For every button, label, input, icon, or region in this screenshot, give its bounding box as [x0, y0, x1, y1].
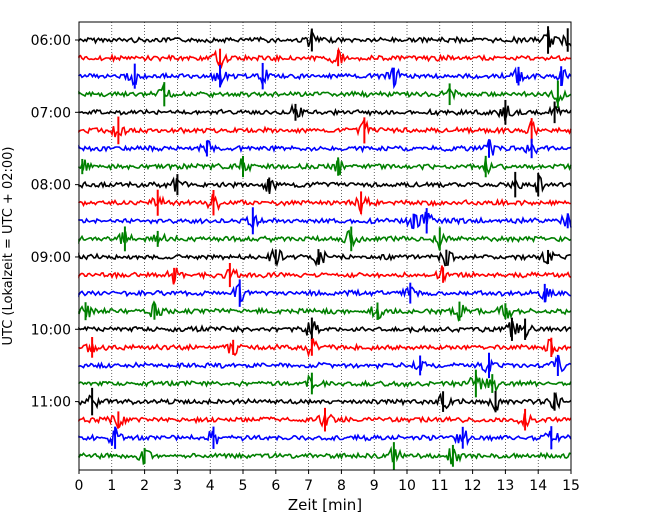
- x-tick-label: 6: [271, 478, 280, 494]
- trace-line: [78, 247, 572, 268]
- trace-line: [78, 117, 572, 138]
- trace-row: [78, 407, 572, 432]
- x-tick-label: 7: [304, 478, 313, 494]
- trace-line: [78, 445, 572, 465]
- x-tick-label: 3: [173, 478, 182, 494]
- trace-line: [78, 281, 572, 303]
- plot-frame: [78, 21, 572, 471]
- x-tick-label: 15: [562, 478, 580, 494]
- y-tick-label: 09:00: [31, 250, 71, 266]
- trace-line: [78, 28, 572, 48]
- trace-line: [78, 338, 572, 358]
- x-tick-label: 13: [496, 478, 514, 494]
- trace-row: [78, 442, 572, 470]
- trace-line: [78, 321, 572, 340]
- x-tick-label: 4: [206, 478, 215, 494]
- trace-line: [78, 391, 572, 412]
- trace-row: [78, 155, 572, 178]
- trace-row: [78, 300, 572, 322]
- trace-row: [78, 171, 572, 198]
- trace-row: [78, 99, 572, 125]
- trace-row: [78, 189, 571, 216]
- trace-row: [78, 317, 572, 341]
- trace-row: [78, 207, 572, 235]
- trace-row: [78, 116, 572, 145]
- trace-row: [78, 138, 572, 159]
- x-tick-label: 0: [75, 478, 84, 494]
- trace-line: [78, 139, 572, 156]
- trace-row: [78, 62, 572, 90]
- trace-line: [78, 66, 572, 90]
- x-tick-label: 8: [337, 478, 346, 494]
- trace-row: [78, 369, 572, 398]
- trace-rows: [78, 26, 572, 470]
- trace-row: [78, 279, 572, 307]
- x-tick-label: 1: [107, 478, 116, 494]
- y-axis-ticks: 06:00 07:00 08:00 09:00 10:00 11:00: [31, 33, 79, 411]
- trace-line: [78, 83, 572, 105]
- trace-row: [78, 80, 572, 109]
- x-axis-label: Zeit [min]: [288, 496, 362, 514]
- y-axis-label: UTC (Lokalzeit = UTC + 02:00): [1, 147, 16, 346]
- trace-row: [78, 387, 572, 416]
- trace-line: [78, 158, 572, 176]
- trace-line: [78, 102, 572, 122]
- y-tick-label: 08:00: [31, 178, 71, 194]
- trace-line: [78, 427, 572, 447]
- trace-row: [78, 26, 572, 54]
- trace-line: [78, 373, 572, 394]
- trace-line: [78, 46, 572, 70]
- trace-line: [78, 229, 572, 251]
- trace-line: [78, 354, 572, 374]
- trace-row: [78, 247, 572, 268]
- y-tick-label: 06:00: [31, 33, 71, 49]
- x-tick-label: 11: [431, 478, 449, 494]
- x-tick-label: 2: [140, 478, 149, 494]
- x-axis-ticks: 0 1 2 3 4 5 6 7 8 9 10 11 12 13 14 15: [75, 470, 580, 494]
- x-tick-label: 14: [529, 478, 547, 494]
- trace-row: [78, 352, 572, 379]
- x-tick-label: 9: [370, 478, 379, 494]
- trace-row: [78, 337, 572, 358]
- x-tick-label: 12: [464, 478, 482, 494]
- trace-line: [78, 300, 572, 322]
- trace-row: [78, 262, 572, 288]
- trace-line: [78, 211, 572, 231]
- y-tick-label: 10:00: [31, 322, 71, 338]
- trace-row: [78, 226, 572, 252]
- trace-row: [78, 426, 572, 450]
- trace-line: [78, 174, 572, 195]
- x-tick-label: 10: [398, 478, 416, 494]
- y-tick-label: 11:00: [31, 395, 71, 411]
- y-tick-label: 07:00: [31, 105, 71, 121]
- x-tick-label: 5: [239, 478, 248, 494]
- trace-line: [78, 194, 571, 216]
- trace-row: [78, 46, 572, 70]
- trace-line: [78, 265, 572, 285]
